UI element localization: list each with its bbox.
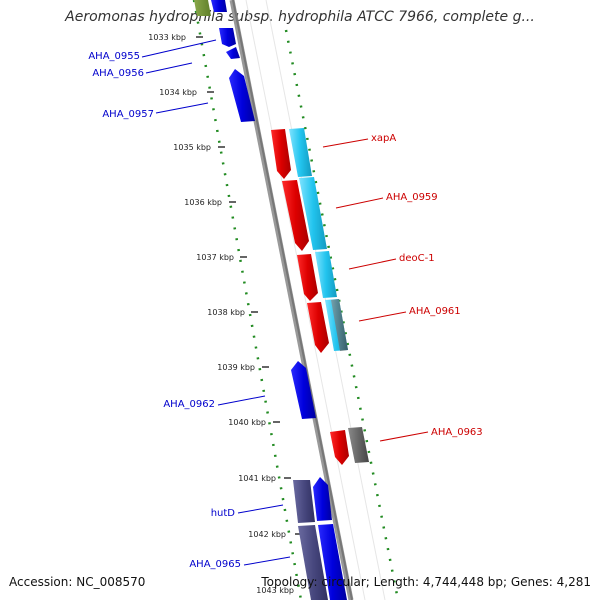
- gene-AHA_0965[interactable]: [318, 524, 347, 600]
- svg-text:1039 kbp: 1039 kbp: [217, 363, 255, 372]
- gene-partial-blue-top[interactable]: [211, 0, 227, 12]
- tick-1035: 1035 kbp: [173, 143, 225, 152]
- tick-1038: 1038 kbp: [207, 308, 258, 317]
- gene-AHA_0959[interactable]: [282, 180, 309, 251]
- backbone-inner-ring: [245, 0, 366, 600]
- gc-skew-track-right: [284, 29, 400, 600]
- tick-1039: 1039 kbp: [217, 363, 269, 372]
- label-AHA_0956[interactable]: AHA_0956: [92, 68, 144, 79]
- leader-deoC-1: [348, 258, 397, 270]
- leader-hutD: [237, 504, 284, 514]
- tick-1033: 1033 kbp: [148, 33, 203, 42]
- svg-text:1035 kbp: 1035 kbp: [173, 143, 211, 152]
- tick-1040: 1040 kbp: [228, 418, 280, 427]
- leader-AHA_0962: [217, 395, 266, 406]
- leader-AHA_0961: [358, 311, 407, 322]
- gene-hutD[interactable]: [313, 477, 332, 521]
- leader-xapA: [322, 138, 369, 148]
- svg-text:1036 kbp: 1036 kbp: [184, 198, 222, 207]
- gene-AHA_0962[interactable]: [291, 361, 316, 419]
- cog-deoC-1[interactable]: [315, 251, 337, 298]
- svg-text:1040 kbp: 1040 kbp: [228, 418, 266, 427]
- label-AHA_0963[interactable]: AHA_0963: [431, 427, 483, 438]
- leader-AHA_0956: [145, 62, 193, 74]
- topology-text: Topology: circular; Length: 4,744,448 bp…: [261, 575, 591, 589]
- cog-AHA_0961-gray[interactable]: [331, 299, 348, 351]
- gene-AHA_0955[interactable]: [219, 28, 236, 47]
- label-xapA[interactable]: xapA: [371, 133, 396, 144]
- leader-AHA_0963: [379, 431, 429, 442]
- svg-text:1041 kbp: 1041 kbp: [238, 474, 276, 483]
- accession-text: Accession: NC_008570: [9, 575, 146, 589]
- label-AHA_0962[interactable]: AHA_0962: [163, 399, 215, 410]
- label-AHA_0959[interactable]: AHA_0959: [386, 192, 438, 203]
- svg-text:1043 kbp: 1043 kbp: [256, 586, 294, 595]
- label-deoC-1[interactable]: deoC-1: [399, 253, 435, 264]
- tick-1036: 1036 kbp: [184, 198, 236, 207]
- map-title: Aeromonas hydrophila subsp. hydrophila A…: [65, 9, 535, 25]
- leader-AHA_0965: [243, 556, 291, 566]
- svg-text:1034 kbp: 1034 kbp: [159, 88, 197, 97]
- leader-AHA_0955: [141, 39, 217, 58]
- svg-text:1038 kbp: 1038 kbp: [207, 308, 245, 317]
- gene-partial-olive[interactable]: [194, 0, 211, 16]
- tick-1042: 1042 kbp: [248, 530, 302, 539]
- cog-AHA_0959[interactable]: [299, 177, 327, 250]
- tick-1037: 1037 kbp: [196, 253, 247, 262]
- gene-AHA_0963[interactable]: [330, 430, 349, 465]
- tick-1041: 1041 kbp: [238, 474, 291, 483]
- svg-text:1042 kbp: 1042 kbp: [248, 530, 286, 539]
- gene-AHA_0961[interactable]: [307, 302, 329, 353]
- gc-skew-track-left: [192, 0, 303, 600]
- label-AHA_0957[interactable]: AHA_0957: [102, 109, 154, 120]
- backbone-line-shadow: [232, 0, 353, 600]
- cog-xapA[interactable]: [289, 128, 312, 177]
- label-AHA_0961[interactable]: AHA_0961: [409, 306, 461, 317]
- svg-text:1033 kbp: 1033 kbp: [148, 33, 186, 42]
- gene-xapA[interactable]: [271, 129, 291, 179]
- gene-deoC-1[interactable]: [297, 254, 318, 301]
- cog-hutD[interactable]: [293, 480, 315, 523]
- gene-AHA_0957[interactable]: [229, 69, 255, 122]
- cog-AHA_0963[interactable]: [348, 427, 369, 463]
- label-AHA_0965[interactable]: AHA_0965: [189, 559, 241, 570]
- leader-AHA_0957: [155, 102, 209, 114]
- cog-AHA_0965[interactable]: [298, 525, 328, 600]
- gene-AHA_0956[interactable]: [226, 47, 240, 59]
- label-hutD[interactable]: hutD: [211, 508, 236, 519]
- tick-1043: 1043 kbp: [256, 586, 294, 595]
- leader-AHA_0959: [335, 197, 384, 209]
- label-AHA_0955[interactable]: AHA_0955: [88, 51, 140, 62]
- svg-text:1037 kbp: 1037 kbp: [196, 253, 234, 262]
- tick-1034: 1034 kbp: [159, 88, 214, 97]
